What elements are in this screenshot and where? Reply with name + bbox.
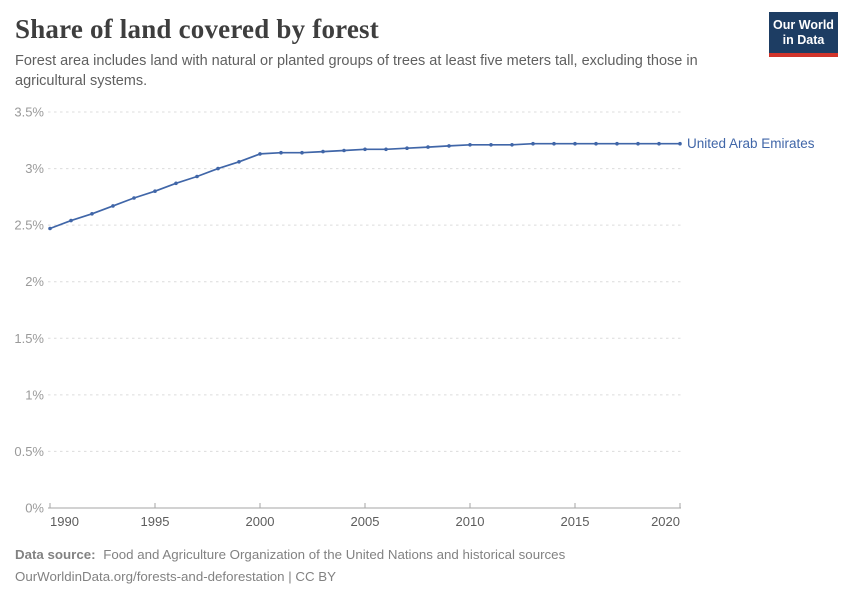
x-tick-label: 1990 xyxy=(50,514,79,529)
data-line[interactable] xyxy=(49,142,681,230)
data-point[interactable] xyxy=(468,143,472,147)
x-tick-label: 1995 xyxy=(141,514,170,529)
data-point[interactable] xyxy=(363,147,367,152)
chart-footer: Data source: Food and Agriculture Organi… xyxy=(15,544,565,588)
data-point[interactable] xyxy=(279,150,283,155)
data-point[interactable] xyxy=(258,152,262,156)
y-tick-label: 1% xyxy=(25,387,44,402)
page-subtitle: Forest area includes land with natural o… xyxy=(15,53,698,89)
data-point[interactable] xyxy=(405,146,409,150)
data-point[interactable] xyxy=(489,143,493,147)
entity-label[interactable]: United Arab Emirates xyxy=(687,136,815,151)
datasource-label: Data source: xyxy=(15,547,96,562)
data-point[interactable] xyxy=(678,141,682,146)
data-point[interactable] xyxy=(510,143,514,147)
data-point[interactable] xyxy=(90,212,94,216)
y-tick-label: 0.5% xyxy=(14,444,44,459)
data-point[interactable] xyxy=(111,204,115,208)
data-point[interactable] xyxy=(594,141,598,146)
data-point[interactable] xyxy=(447,144,451,148)
owid-logo-line1: Our World xyxy=(773,18,834,32)
data-point[interactable] xyxy=(195,174,199,179)
owid-logo[interactable]: Our World in Data xyxy=(769,12,838,57)
x-tick-label: 2010 xyxy=(456,514,485,529)
x-tick-label: 2015 xyxy=(561,514,590,529)
page-title: Share of land covered by forest xyxy=(15,14,379,44)
data-point[interactable] xyxy=(573,141,577,146)
data-point[interactable] xyxy=(342,148,346,153)
data-point[interactable] xyxy=(300,150,304,155)
y-tick-label: 1.5% xyxy=(14,331,44,346)
data-point[interactable] xyxy=(552,141,556,146)
data-point[interactable] xyxy=(531,141,535,146)
owid-logo-line2: in Data xyxy=(782,33,825,47)
x-tick-label: 2020 xyxy=(651,514,680,529)
datasource-text: Food and Agriculture Organization of the… xyxy=(103,547,566,562)
datasource-line: Data source: Food and Agriculture Organi… xyxy=(15,544,565,566)
data-point[interactable] xyxy=(321,149,325,154)
y-tick-label: 0% xyxy=(25,501,44,516)
data-point[interactable] xyxy=(216,166,220,171)
x-tick-label: 2000 xyxy=(246,514,275,529)
data-point[interactable] xyxy=(153,189,157,193)
y-tick-label: 2.5% xyxy=(14,218,44,233)
data-point[interactable] xyxy=(426,145,430,149)
citation-line[interactable]: OurWorldinData.org/forests-and-deforesta… xyxy=(15,569,336,584)
y-tick-label: 2% xyxy=(25,274,44,289)
x-tick-label: 2005 xyxy=(351,514,380,529)
y-tick-label: 3.5% xyxy=(14,105,44,120)
data-point[interactable] xyxy=(237,160,241,164)
data-point[interactable] xyxy=(636,141,640,146)
data-point[interactable] xyxy=(174,181,178,186)
y-tick-label: 3% xyxy=(25,161,44,176)
data-point[interactable] xyxy=(384,147,388,152)
data-point[interactable] xyxy=(615,141,619,146)
data-point[interactable] xyxy=(657,141,661,146)
forest-share-line-chart: 0% 0.5% 1% 1.5% 2% 2.5% 3% 3.5% 1990 1995 2000 2005… xyxy=(14,105,815,530)
data-point[interactable] xyxy=(69,218,73,223)
data-point[interactable] xyxy=(132,196,136,200)
data-point[interactable] xyxy=(48,226,52,231)
